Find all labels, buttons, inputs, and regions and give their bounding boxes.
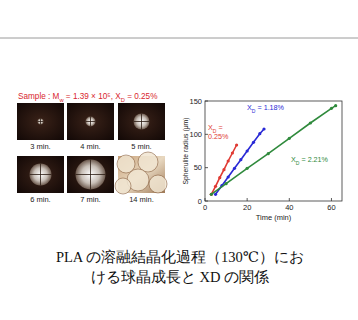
micrograph [115,152,167,194]
data-point [258,132,261,135]
caption: ける球晶成長と XD の関係 [91,269,269,285]
data-point [218,176,221,179]
micrograph-label: 4 min. [80,142,100,151]
data-point [309,121,312,124]
x-tick [289,198,290,201]
caption: PLA の溶融結晶化過程（130℃）にお [56,249,304,265]
micrograph-label: 3 min. [30,142,50,151]
data-point [288,137,291,140]
data-point [227,175,230,178]
data-point [334,104,337,107]
micrograph-label: 14 min. [129,195,154,204]
micrograph-label: 5 min. [131,142,151,151]
x-tick-label: 40 [285,203,293,212]
data-point [210,193,213,196]
x-tick [205,198,206,201]
micrograph-label: 6 min. [30,195,50,204]
data-point [239,158,242,161]
micrograph [17,103,64,140]
y-tick [205,101,208,102]
y-axis-label: Spherulite radius (μm) [182,118,190,185]
data-point [222,168,225,171]
y-tick [205,167,208,168]
series-line [211,106,335,195]
x-tick [331,198,332,201]
data-point [210,193,213,196]
panel-title: Sample : Mw = 1.39 × 10⁵, XD = 0.25% [18,92,157,103]
y-tick [205,201,208,202]
y-tick-label: 50 [194,163,202,172]
data-point [224,182,227,185]
data-point [235,143,238,146]
micrograph [118,103,165,140]
data-point [246,167,249,170]
data-point [233,167,236,170]
y-tick-label: 150 [189,97,202,106]
data-point [262,127,265,130]
series-group [210,104,338,196]
micrograph [17,156,64,193]
data-point [252,141,255,144]
data-point [214,193,217,196]
data-point [231,151,234,154]
x-tick [247,198,248,201]
series-line [211,145,236,194]
micrograph [67,103,114,140]
y-tick-label: 0 [198,197,202,206]
y-tick-label: 100 [189,130,202,139]
micrograph-label: 7 min. [80,195,100,204]
x-axis-label: Time (min) [256,213,292,222]
data-point [214,185,217,188]
page: Sample : Mw = 1.39 × 10⁵, XD = 0.25% 3 mi… [0,0,358,320]
data-point [227,159,230,162]
data-point [267,152,270,155]
series-label: 0.25% [208,132,229,141]
data-point [246,149,249,152]
series-label: XD = 2.21% [291,155,329,166]
top-rule [0,38,358,39]
plot-frame [205,101,342,201]
x-tick-label: 60 [327,203,335,212]
micrograph [67,156,114,193]
x-tick-label: 20 [243,203,251,212]
series-label: XD = 1.18% [247,103,285,114]
x-tick-label: 0 [203,203,207,212]
data-point [330,107,333,110]
